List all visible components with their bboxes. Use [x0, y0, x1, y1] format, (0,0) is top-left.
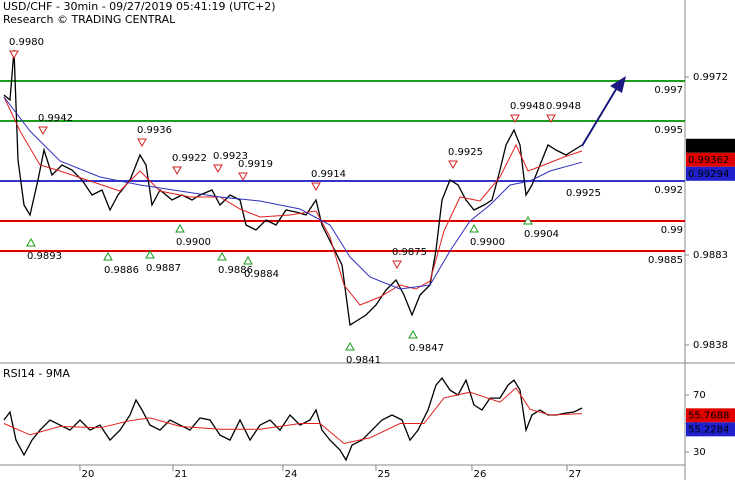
x-tick-label: 25	[378, 469, 391, 480]
low-marker	[243, 255, 253, 265]
forecast-arrow-head	[610, 76, 626, 93]
low-marker	[408, 329, 418, 339]
high-label: 0.9980	[9, 37, 44, 48]
low-marker	[103, 251, 113, 261]
price-box-label: 0.99294	[688, 169, 729, 180]
x-tick-label: 27	[569, 469, 582, 480]
price-box	[686, 166, 735, 181]
chart-title: USD/CHF - 30min - 09/27/2019 05:41:19 (U…	[3, 0, 276, 13]
low-marker	[345, 341, 355, 351]
high-marker	[392, 260, 402, 270]
high-label: 0.9942	[38, 113, 73, 124]
high-marker	[546, 114, 556, 124]
high-marker	[311, 182, 321, 192]
high-label: 0.9922	[172, 153, 207, 164]
low-label: 0.9847	[409, 343, 444, 354]
price-box-label: 55.7688	[688, 410, 729, 421]
low-label: 0.9841	[346, 355, 381, 366]
series-line	[3, 96, 583, 290]
high-label: 0.9875	[392, 247, 427, 258]
high-marker	[238, 172, 248, 182]
x-tick-label: 21	[175, 469, 188, 480]
low-marker	[523, 215, 533, 225]
high-marker	[172, 166, 182, 176]
price-box	[686, 152, 735, 167]
high-label: 0.9948	[510, 101, 545, 112]
price-box	[686, 422, 735, 437]
price-box	[686, 138, 735, 153]
high-label: 0.9914	[311, 169, 346, 180]
high-marker	[137, 138, 147, 148]
high-marker	[510, 114, 520, 124]
price-box-label: 0.99376	[688, 141, 729, 152]
price-box-label: 0.99362	[688, 155, 729, 166]
level-label: 0.995	[654, 125, 683, 136]
low-marker	[175, 223, 185, 233]
y-tick-label: 0.9883	[693, 250, 728, 261]
x-tick-label: 24	[285, 469, 298, 480]
plot: 0.9972 0.9883 0.9838 0.997 0.995 0.992 0.99 0.9…	[0, 37, 735, 480]
high-marker	[213, 164, 223, 174]
y-tick-label: 70	[693, 390, 706, 401]
high-marker	[38, 126, 48, 136]
low-label: 0.9900	[176, 237, 211, 248]
high-label: 0.9936	[137, 125, 172, 136]
low-marker	[26, 237, 36, 247]
series-line	[3, 96, 583, 306]
series-line	[3, 387, 583, 445]
rsi-title: RSI14 - 9MA	[3, 367, 70, 380]
low-label: 0.9893	[27, 251, 62, 262]
low-marker	[217, 251, 227, 261]
y-tick-label: 30	[693, 447, 706, 458]
level-label: 0.997	[654, 85, 683, 96]
high-label: 0.9919	[238, 159, 273, 170]
price-box	[686, 408, 735, 423]
low-label: 0.9886	[218, 265, 253, 276]
low-marker	[469, 223, 479, 233]
level-label: 0.992	[654, 185, 683, 196]
low-label: 0.9904	[524, 229, 559, 240]
low-marker	[145, 249, 155, 259]
x-tick-label: 26	[474, 469, 487, 480]
chart-subtitle: Research © TRADING CENTRAL	[3, 13, 176, 26]
level-label: 0.9885	[648, 255, 683, 266]
high-label: 0.9923	[213, 151, 248, 162]
forecast-arrow	[581, 85, 619, 147]
y-tick-label: 0.9838	[693, 340, 728, 351]
high-marker	[448, 160, 458, 170]
low-label: 0.9887	[146, 263, 181, 274]
low-label: 0.9886	[104, 265, 139, 276]
low-label: 0.9884	[244, 269, 279, 280]
price-box-label: 55.2284	[688, 424, 729, 435]
x-tick-label: 20	[82, 469, 95, 480]
high-marker	[9, 50, 19, 60]
high-label: 0.9925	[448, 147, 483, 158]
high-label: 0.9948	[546, 101, 581, 112]
level-label: 0.99	[661, 225, 683, 236]
price-label: 0.9925	[566, 188, 601, 199]
y-tick-label: 0.9972	[693, 72, 728, 83]
low-label: 0.9900	[470, 237, 505, 248]
